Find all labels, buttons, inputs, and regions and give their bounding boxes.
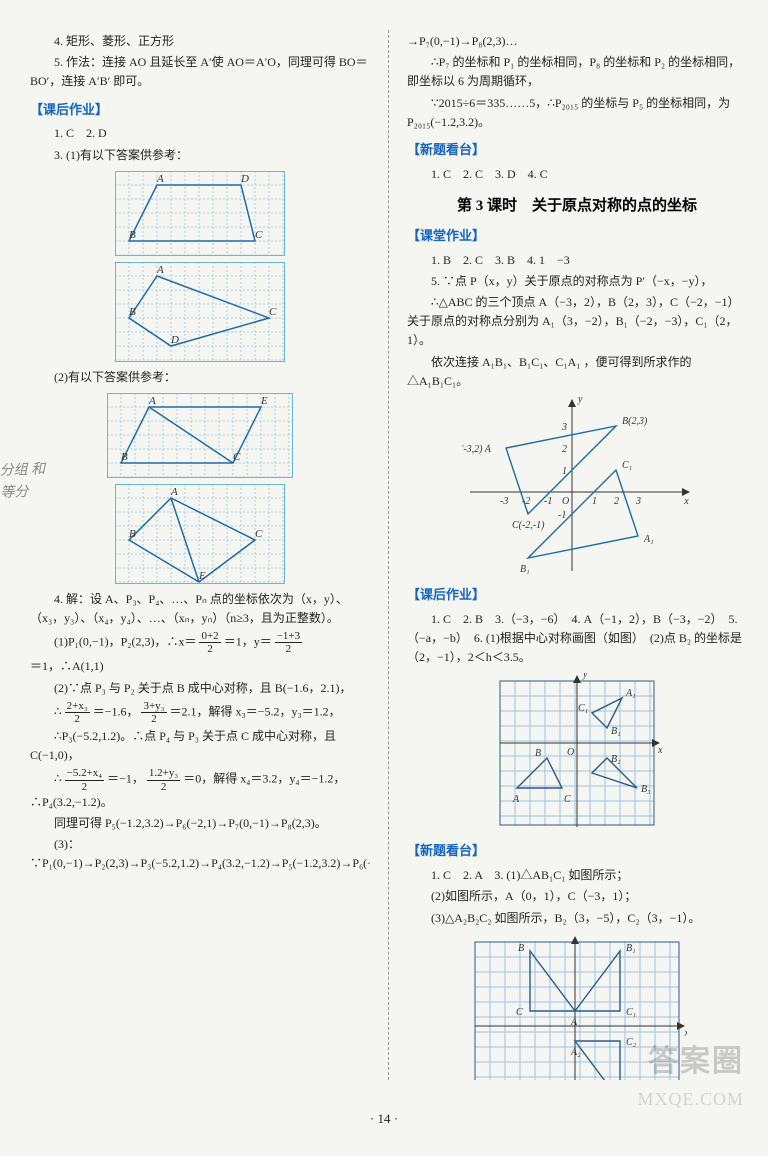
heading-xinti-2: 【新题看台】 — [407, 841, 747, 862]
q4-2i: 同理可得 P₅(−1.2,3.2)→P₆(−2,1)→P₇(0,−1)→P₈(2… — [30, 814, 370, 833]
q4-2-frac2: ∴ −5.2+x₄2 ＝−1， 1.2+y₃2 ＝0，解得 x₄＝3.2，y₄＝… — [30, 767, 370, 811]
heading-kehou-right: 【课后作业】 — [407, 585, 747, 606]
svg-text:A₁: A₁ — [625, 688, 636, 699]
xt2-1: 1. C 2. A 3. (1)△AB₁C₁ 如图所示； — [407, 866, 747, 885]
svg-text:C₂: C₂ — [626, 1037, 637, 1048]
r-top2: ∴P₇ 的坐标和 P₁ 的坐标相同，P₈ 的坐标和 P₂ 的坐标相同，即坐标以 … — [407, 53, 747, 91]
svg-text:1: 1 — [592, 496, 597, 507]
r-q5c: 依次连接 A₁B₁、B₁C₁、C₁A₁ ，便可得到所求作的△A₁B₁C₁。 — [407, 353, 747, 391]
svg-text:y: y — [577, 397, 583, 405]
svg-text:B₂: B₂ — [611, 754, 621, 765]
svg-text:3: 3 — [561, 422, 567, 433]
figure-coord-2: y x O A B C A₁ B₁ C₁ B₂ B₃ — [492, 673, 662, 833]
svg-text:C: C — [564, 794, 571, 805]
svg-text:C₁: C₁ — [626, 1007, 636, 1018]
svg-text:B₃: B₃ — [641, 784, 651, 795]
svg-text:C: C — [233, 451, 241, 463]
kt-answers: 1. B 2. C 3. B 4. 1 −3 — [407, 251, 747, 270]
svg-text:B₁: B₁ — [611, 726, 621, 737]
r-q5a: 5. ∵点 P（x，y）关于原点的对称点为 P′（−x，−y）， — [407, 272, 747, 291]
svg-text:A: A — [156, 264, 164, 276]
xt2-2: (2)如图所示，A（0，1），C（−3，1）； — [407, 887, 747, 906]
q4b-text: 4. 解：设 A、P₃、P₄、…、Pₙ 点的坐标依次为（x，y）、（x₃，y₃）… — [30, 590, 370, 628]
svg-text:1: 1 — [562, 466, 567, 477]
heading-kehou-left: 【课后作业】 — [30, 100, 370, 121]
svg-text:(-3,2) A: (-3,2) A — [462, 444, 492, 455]
figure-grid-3: A E B C — [107, 393, 293, 478]
handwriting-margin-note: 分组 和等分 — [0, 459, 51, 505]
heading-ketang: 【课堂作业】 — [407, 226, 747, 247]
r-top3: ∵2015÷6＝335……5，∴P₂₀₁₅ 的坐标与 P₅ 的坐标相同，为 P₂… — [407, 94, 747, 132]
svg-text:A: A — [570, 1017, 578, 1028]
q4-text: 4. 矩形、菱形、正方形 — [30, 32, 370, 51]
svg-text:-1: -1 — [558, 510, 566, 521]
svg-text:D: D — [240, 173, 249, 185]
svg-text:B(2,3): B(2,3) — [622, 416, 648, 427]
left-column: 4. 矩形、菱形、正方形 5. 作法：连接 AO 且延长至 A′使 AO＝A′O… — [30, 30, 370, 1080]
svg-text:B₁: B₁ — [520, 564, 530, 575]
right-column: →P₇(0,−1)→P₈(2,3)… ∴P₇ 的坐标和 P₁ 的坐标相同，P₈ … — [407, 30, 747, 1080]
svg-text:A: A — [148, 395, 156, 407]
svg-text:A₂: A₂ — [570, 1047, 581, 1058]
column-divider — [388, 30, 389, 1080]
svg-text:3: 3 — [635, 496, 641, 507]
ans-3-2: (2)有以下答案供参考： — [30, 368, 370, 387]
figure-coord-1: y x O (-3,2) A B(2,3) C(-2,-1) A₁ B₁ C₁ 3 2 1 -1 -1 -2… — [462, 397, 692, 577]
svg-text:O: O — [562, 496, 569, 507]
svg-text:C: C — [516, 1007, 523, 1018]
svg-text:E: E — [198, 570, 206, 582]
svg-text:B: B — [535, 748, 541, 759]
q4-1-line: (1)P₁(0,−1)，P₂(2,3)，∴x＝ 0+22 ＝1，y＝ −1+32 — [30, 630, 370, 655]
svg-text:x: x — [657, 745, 662, 756]
r-top1: →P₇(0,−1)→P₈(2,3)… — [407, 32, 747, 51]
svg-text:B₁: B₁ — [626, 943, 636, 954]
q4-2-frac1: ∴ 2+x₃2 ＝−1.6， 3+y₃2 ＝2.1，解得 x₃＝−5.2，y₃＝… — [30, 700, 370, 725]
svg-text:C₁: C₁ — [622, 460, 632, 471]
svg-text:A₁: A₁ — [643, 534, 654, 545]
svg-text:x: x — [683, 496, 689, 507]
kh-answers: 1. C 2. B 3.（−3，−6） 4. A（−1，2），B（−3，−2） … — [407, 610, 747, 668]
q5-text: 5. 作法：连接 AO 且延长至 A′使 AO＝A′O，同理可得 BO＝BO′，… — [30, 53, 370, 91]
watermark-main: 答案圈 — [648, 1038, 744, 1086]
svg-text:B: B — [129, 229, 136, 241]
svg-text:C(-2,-1): C(-2,-1) — [512, 520, 545, 531]
svg-text:-3: -3 — [500, 496, 508, 507]
svg-text:B: B — [129, 306, 136, 318]
q4-2e: ∴P₃(−5.2,1.2)。∴点 P₄ 与 P₃ 关于点 C 成中心对称，且 C… — [30, 727, 370, 765]
q4-3: (3)：∵P₁(0,−1)→P₂(2,3)→P₃(−5.2,1.2)→P₄(3.… — [30, 835, 370, 873]
q4-2a: (2)∵点 P₃ 与 P₂ 关于点 B 成中心对称，且 B(−1.6，2.1)， — [30, 679, 370, 698]
svg-text:-2: -2 — [522, 496, 530, 507]
xt2-3: (3)△A₂B₂C₂ 如图所示，B₂（3，−5），C₂（3，−1）。 — [407, 909, 747, 928]
svg-text:A: A — [156, 173, 164, 185]
svg-text:2: 2 — [562, 444, 567, 455]
svg-text:C: C — [255, 528, 263, 540]
svg-text:B: B — [129, 528, 136, 540]
page-body: 4. 矩形、菱形、正方形 5. 作法：连接 AO 且延长至 A′使 AO＝A′O… — [30, 30, 748, 1080]
svg-text:D: D — [170, 334, 179, 346]
ans-3-1: 3. (1)有以下答案供参考： — [30, 146, 370, 165]
q4-1-result: ＝1，∴A(1,1) — [30, 657, 370, 676]
r-q5b: ∴△ABC 的三个顶点 A（−3，2），B（2，3），C（−2，−1）关于原点的… — [407, 293, 747, 351]
svg-text:-1: -1 — [544, 496, 552, 507]
svg-text:O: O — [567, 747, 574, 758]
svg-text:B: B — [121, 451, 128, 463]
svg-text:A: A — [170, 486, 178, 498]
svg-text:y: y — [582, 673, 588, 680]
lesson-title: 第 3 课时 关于原点对称的点的坐标 — [407, 194, 747, 218]
svg-text:C: C — [255, 229, 263, 241]
xt-answers: 1. C 2. C 3. D 4. C — [407, 165, 747, 184]
svg-text:C₁: C₁ — [578, 703, 588, 714]
figure-grid-1: A D B C — [115, 171, 285, 256]
ans-1-2: 1. C 2. D — [30, 124, 370, 143]
watermark-sub: MXQE.COM — [637, 1085, 744, 1114]
svg-text:2: 2 — [614, 496, 619, 507]
figure-grid-2: A B D C — [115, 262, 285, 362]
svg-text:B: B — [518, 943, 524, 954]
figure-grid-4: A B C E — [115, 484, 285, 584]
svg-text:E: E — [260, 395, 268, 407]
svg-text:A: A — [512, 794, 520, 805]
svg-text:y: y — [580, 934, 586, 935]
svg-text:C: C — [269, 306, 277, 318]
heading-xinti-1: 【新题看台】 — [407, 140, 747, 161]
